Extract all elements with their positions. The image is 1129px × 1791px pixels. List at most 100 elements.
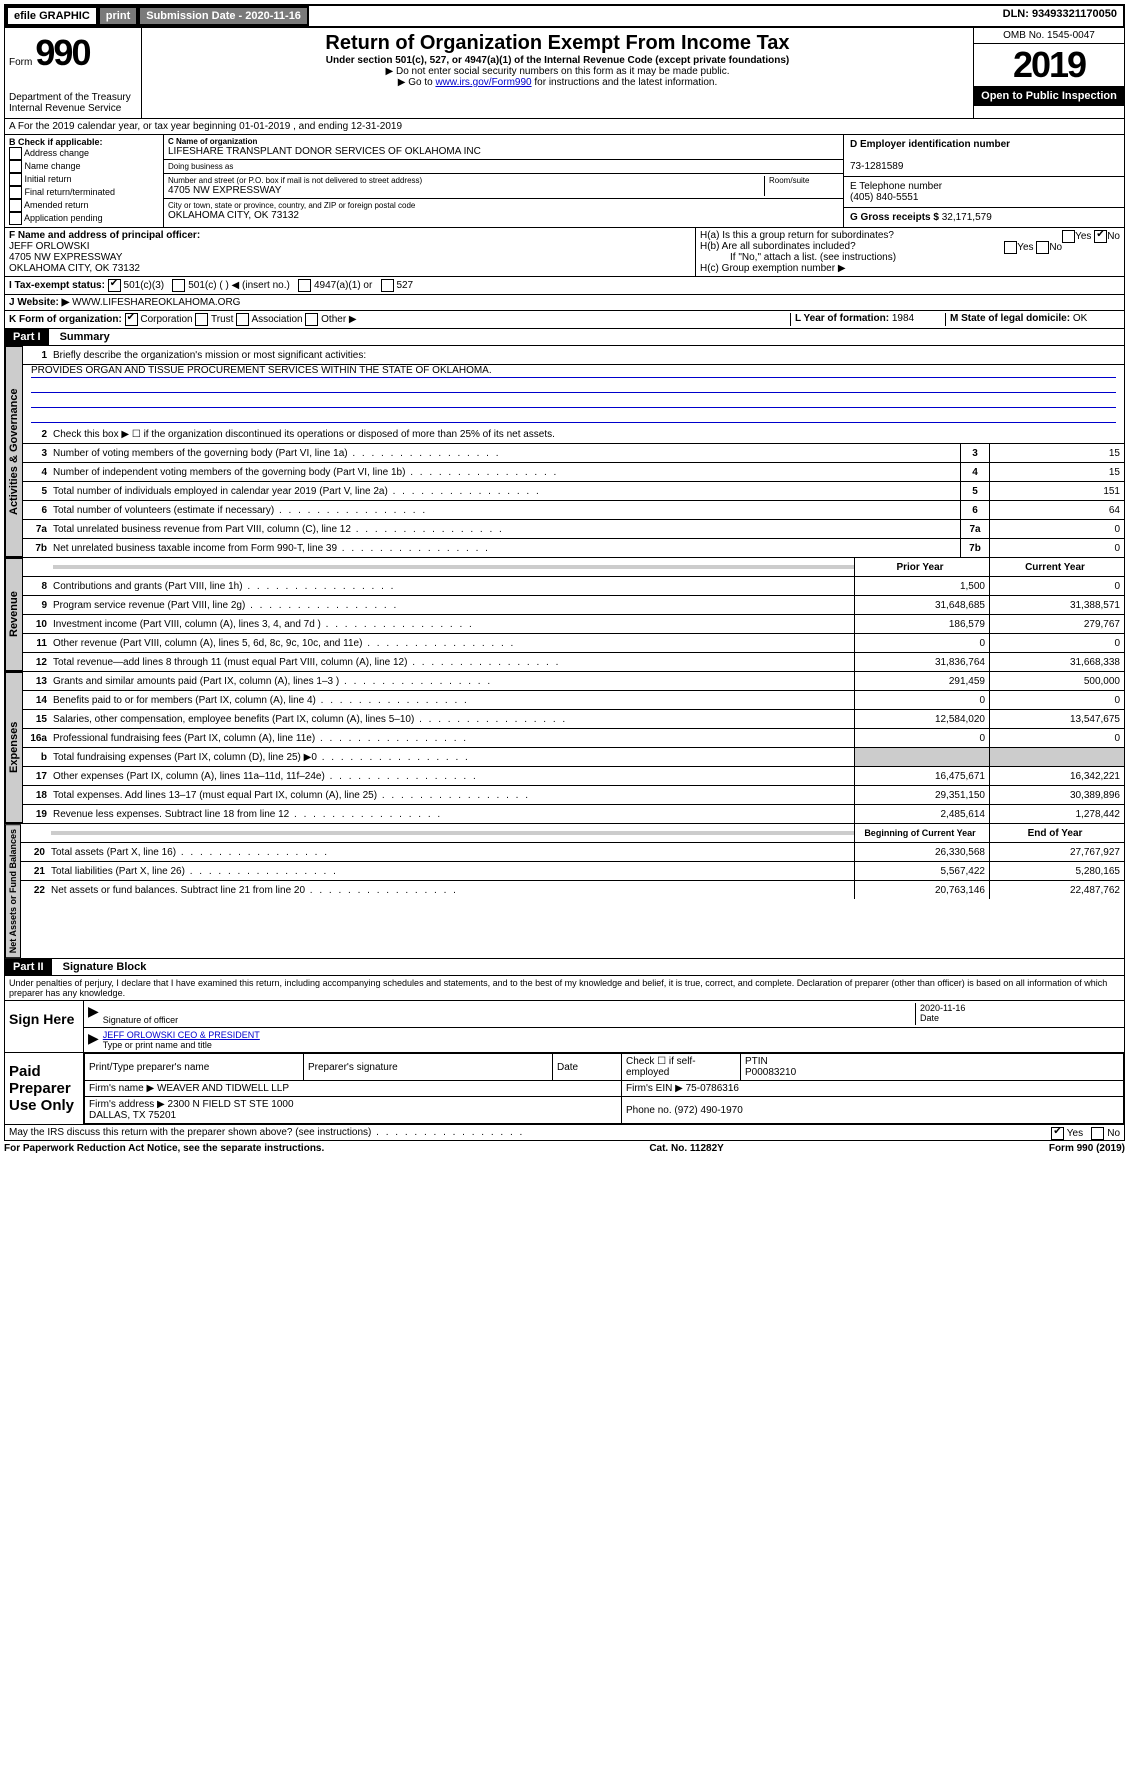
line-desc: Salaries, other compensation, employee b… xyxy=(53,712,854,727)
dept: Department of the Treasury Internal Reve… xyxy=(9,92,137,114)
c-name-label: C Name of organization xyxy=(168,137,257,146)
line-val: 0 xyxy=(989,539,1124,557)
ein-label: D Employer identification number xyxy=(850,139,1010,150)
arrow-icon: ▶ xyxy=(88,1003,103,1025)
curr-val: 1,278,442 xyxy=(989,805,1124,823)
h-a: H(a) Is this a group return for subordin… xyxy=(700,230,894,241)
footer-left: For Paperwork Reduction Act Notice, see … xyxy=(4,1143,324,1154)
irs-q: May the IRS discuss this return with the… xyxy=(9,1127,524,1138)
prior-val: 26,330,568 xyxy=(854,843,989,861)
b-opt[interactable]: Final return/terminated xyxy=(25,187,116,197)
b-opt[interactable]: Application pending xyxy=(24,213,103,223)
part1-tag: Part I xyxy=(5,329,49,345)
prior-val: 0 xyxy=(854,634,989,652)
subtitle: Under section 501(c), 527, or 4947(a)(1)… xyxy=(146,55,969,66)
page-title: Return of Organization Exempt From Incom… xyxy=(146,32,969,55)
submission-date: Submission Date - 2020-11-16 xyxy=(138,6,309,26)
line-a: A For the 2019 calendar year, or tax yea… xyxy=(4,119,1125,135)
page-footer: For Paperwork Reduction Act Notice, see … xyxy=(4,1141,1125,1156)
line-desc: Grants and similar amounts paid (Part IX… xyxy=(53,674,854,689)
gross-receipts: 32,171,579 xyxy=(942,212,992,223)
m-label: M State of legal domicile: xyxy=(950,313,1070,324)
l-label: L Year of formation: xyxy=(795,313,889,324)
curr-val xyxy=(989,748,1124,766)
b-opt[interactable]: Initial return xyxy=(25,174,72,184)
print-btn[interactable]: print xyxy=(98,6,138,26)
b-opt[interactable]: Amended return xyxy=(24,200,89,210)
open-public: Open to Public Inspection xyxy=(974,86,1124,106)
line-desc: Benefits paid to or for members (Part IX… xyxy=(53,693,854,708)
firm-name-label: Firm's name ▶ xyxy=(89,1083,154,1094)
prior-val: 16,475,671 xyxy=(854,767,989,785)
k-label: K Form of organization: xyxy=(9,314,122,325)
pt-self[interactable]: Check ☐ if self-employed xyxy=(622,1054,741,1081)
sig-date-label: Date xyxy=(920,1013,1120,1023)
line-i: I Tax-exempt status: 501(c)(3) 501(c) ( … xyxy=(4,277,1125,295)
domicile: OK xyxy=(1073,313,1087,324)
sign-here: Sign Here xyxy=(5,1001,84,1052)
prior-val: 29,351,150 xyxy=(854,786,989,804)
pt-date-label: Date xyxy=(553,1054,622,1081)
line-desc: Program service revenue (Part VIII, line… xyxy=(53,598,854,613)
arrow-icon: ▶ xyxy=(88,1030,103,1050)
curr-val: 5,280,165 xyxy=(989,862,1124,880)
prior-val: 31,836,764 xyxy=(854,653,989,671)
irs-discuss: May the IRS discuss this return with the… xyxy=(4,1125,1125,1141)
line1: Briefly describe the organization's miss… xyxy=(53,348,1124,363)
k-opt[interactable]: Association xyxy=(251,314,302,325)
line-desc: Total number of volunteers (estimate if … xyxy=(53,503,960,518)
i-opt[interactable]: 501(c) ( ) ◀ (insert no.) xyxy=(188,280,290,291)
prior-val: 291,459 xyxy=(854,672,989,690)
i-opt[interactable]: 4947(a)(1) or xyxy=(314,280,372,291)
line-desc: Number of voting members of the governin… xyxy=(53,446,960,461)
f-label: F Name and address of principal officer: xyxy=(9,230,200,241)
paid-preparer: Paid Preparer Use Only xyxy=(5,1053,84,1124)
line-desc: Net assets or fund balances. Subtract li… xyxy=(51,883,854,898)
year-formation: 1984 xyxy=(892,313,914,324)
line-desc: Investment income (Part VIII, column (A)… xyxy=(53,617,854,632)
prior-val: 20,763,146 xyxy=(854,881,989,899)
b-opt[interactable]: Address change xyxy=(24,148,89,158)
prior-val: 5,567,422 xyxy=(854,862,989,880)
firm-ein-label: Firm's EIN ▶ xyxy=(626,1083,683,1094)
curr-val: 31,388,571 xyxy=(989,596,1124,614)
i-opt[interactable]: 527 xyxy=(396,280,413,291)
part2-title: Signature Block xyxy=(55,959,155,975)
line-desc: Total revenue—add lines 8 through 11 (mu… xyxy=(53,655,854,670)
b-label: B Check if applicable: xyxy=(9,137,103,147)
org-name: LIFESHARE TRANSPLANT DONOR SERVICES OF O… xyxy=(168,146,839,157)
efile-btn[interactable]: efile GRAPHIC xyxy=(6,6,98,26)
i-opt[interactable]: 501(c)(3) xyxy=(124,280,165,291)
city-label: City or town, state or province, country… xyxy=(168,201,839,210)
curr-val: 31,668,338 xyxy=(989,653,1124,671)
line-desc: Total assets (Part X, line 16) xyxy=(51,845,854,860)
k-opt[interactable]: Other ▶ xyxy=(321,314,356,325)
line-desc: Total fundraising expenses (Part IX, col… xyxy=(53,750,854,765)
line-desc: Total liabilities (Part X, line 26) xyxy=(51,864,854,879)
h-c: H(c) Group exemption number ▶ xyxy=(700,263,1120,274)
form-number: 990 xyxy=(35,32,89,73)
line-val: 0 xyxy=(989,520,1124,538)
prior-val xyxy=(854,748,989,766)
dln: DLN: 93493321170050 xyxy=(997,6,1123,26)
instr2-pre: ▶ Go to xyxy=(398,77,436,88)
k-opt[interactable]: Trust xyxy=(211,314,233,325)
curr-val: 30,389,896 xyxy=(989,786,1124,804)
footer-mid: Cat. No. 11282Y xyxy=(649,1143,723,1154)
b-opt[interactable]: Name change xyxy=(25,161,81,171)
irs-link[interactable]: www.irs.gov/Form990 xyxy=(435,77,531,88)
form-word: Form xyxy=(9,57,32,68)
line-klm: K Form of organization: Corporation Trus… xyxy=(4,311,1125,329)
k-opt[interactable]: Corporation xyxy=(140,314,192,325)
ptin-label: PTIN xyxy=(745,1056,768,1067)
curr-val: 0 xyxy=(989,577,1124,595)
mission: PROVIDES ORGAN AND TISSUE PROCUREMENT SE… xyxy=(31,365,1116,378)
line-desc: Net unrelated business taxable income fr… xyxy=(53,541,960,556)
instr2-post: for instructions and the latest informat… xyxy=(534,77,717,88)
i-label: I Tax-exempt status: xyxy=(9,280,105,291)
line-desc: Number of independent voting members of … xyxy=(53,465,960,480)
line-val: 15 xyxy=(989,444,1124,462)
ein: 73-1281589 xyxy=(850,161,903,172)
room-label: Room/suite xyxy=(764,176,839,196)
omb: OMB No. 1545-0047 xyxy=(974,28,1124,44)
